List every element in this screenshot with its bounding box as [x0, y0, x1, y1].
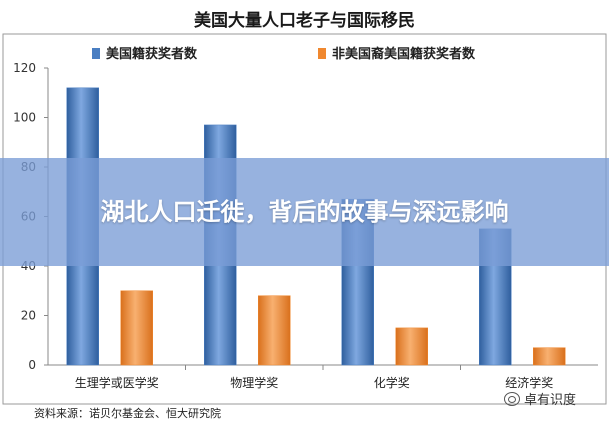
bar [258, 295, 291, 366]
y-tick-label: 20 [21, 309, 36, 323]
watermark: 卓有识度 [504, 389, 576, 408]
source-note: 资料来源：诺贝尔基金会、恒大研究院 [34, 407, 221, 420]
x-tick-label: 生理学或医学奖 [75, 375, 159, 390]
y-tick-label: 100 [13, 111, 36, 125]
y-tick-label: 0 [28, 358, 36, 372]
x-tick-label: 经济学奖 [505, 375, 553, 390]
wechat-icon [504, 391, 520, 406]
chart-title: 美国大量人口老子与国际移民 [194, 11, 415, 31]
headline-text: 湖北人口迁徙，背后的故事与深远影响 [100, 198, 509, 226]
watermark-text: 卓有识度 [524, 393, 577, 408]
legend-swatch [318, 48, 326, 59]
y-tick-label: 120 [13, 61, 36, 75]
x-tick-label: 化学奖 [374, 375, 410, 390]
legend-label: 非美国裔美国籍获奖者数 [332, 46, 476, 62]
x-tick-label: 物理学奖 [230, 375, 278, 390]
bar [120, 290, 153, 366]
legend-label: 美国籍获奖者数 [106, 46, 198, 62]
bar [395, 327, 428, 366]
legend-swatch [92, 48, 100, 59]
legend: 美国籍获奖者数 非美国裔美国籍获奖者数 [92, 46, 476, 62]
headline-banner: 湖北人口迁徙，背后的故事与深远影响 [0, 158, 609, 266]
bar [533, 347, 566, 366]
